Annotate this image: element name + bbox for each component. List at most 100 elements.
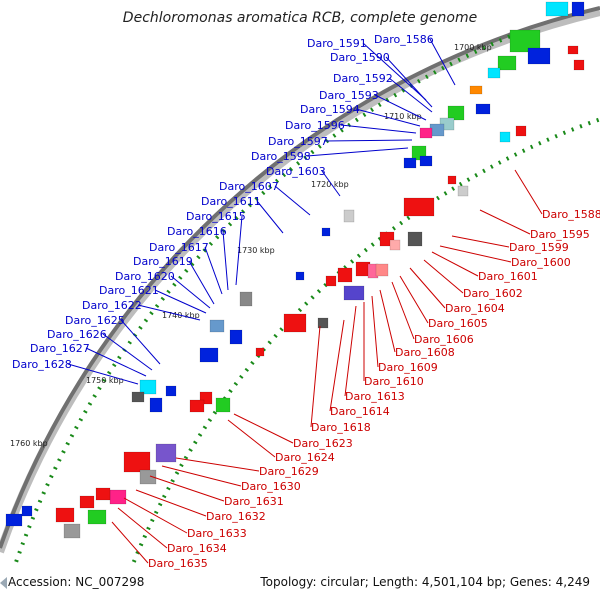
gene-label-forward[interactable]: Daro_1586 [374, 33, 434, 46]
scroll-left-icon[interactable] [0, 577, 7, 589]
tick-dot [339, 128, 344, 133]
tick-dot [207, 418, 213, 423]
gene-block [403, 157, 417, 169]
gene-label-reverse[interactable]: Daro_1604 [445, 302, 505, 315]
label-leader-line [306, 147, 409, 157]
tick-dot [41, 491, 46, 495]
tick-label: 1760 kbp [10, 439, 48, 448]
tick-dot [69, 433, 75, 438]
genome-summary-text: Topology: circular; Length: 4,501,104 bp… [260, 575, 590, 589]
tick-dot [399, 220, 404, 226]
gene-block [515, 125, 527, 137]
gene-label-reverse[interactable]: Daro_1624 [275, 451, 335, 464]
tick-dot [112, 363, 117, 368]
gene-label-reverse[interactable]: Daro_1595 [530, 228, 590, 241]
gene-block [567, 45, 579, 55]
gene-label-forward[interactable]: Daro_1598 [251, 150, 311, 163]
tick-dot [193, 440, 198, 445]
gene-label-forward[interactable]: Daro_1628 [12, 358, 72, 371]
tick-dot [162, 494, 167, 499]
gene-label-reverse[interactable]: Daro_1635 [148, 557, 208, 570]
gene-block [155, 443, 177, 463]
gene-label-reverse[interactable]: Daro_1605 [428, 317, 488, 330]
gene-label-forward[interactable]: Daro_1616 [167, 225, 227, 238]
tick-dot [149, 311, 154, 316]
gene-label-forward[interactable]: Daro_1622 [82, 299, 142, 312]
gene-label-reverse[interactable]: Daro_1602 [463, 287, 523, 300]
gene-label-forward[interactable]: Daro_1603 [266, 165, 326, 178]
gene-label-reverse[interactable]: Daro_1633 [187, 527, 247, 540]
gene-label-reverse[interactable]: Daro_1601 [478, 270, 538, 283]
tick-dot [53, 466, 58, 470]
gene-block [343, 285, 365, 301]
tick-dot [34, 508, 39, 512]
gene-label-forward[interactable]: Daro_1592 [333, 72, 393, 85]
gene-label-forward[interactable]: Daro_1596 [285, 119, 345, 132]
gene-label-forward[interactable]: Daro_1611 [201, 195, 261, 208]
gene-label-reverse[interactable]: Daro_1631 [224, 495, 284, 508]
tick-dot [562, 130, 567, 136]
label-leader-line [409, 267, 446, 309]
tick-dot [74, 425, 79, 430]
gene-label-forward[interactable]: Daro_1597 [268, 135, 328, 148]
label-leader-line [170, 275, 211, 309]
tick-dot [188, 448, 193, 452]
gene-label-reverse[interactable]: Daro_1629 [259, 465, 319, 478]
tick-dot [377, 102, 382, 108]
gene-block [283, 313, 307, 333]
gene-label-forward[interactable]: Daro_1619 [133, 255, 193, 268]
label-leader-line [310, 325, 321, 428]
gene-block [149, 397, 163, 413]
gene-block [389, 239, 401, 251]
gene-label-forward[interactable]: Daro_1607 [219, 180, 279, 193]
gene-label-reverse[interactable]: Daro_1623 [293, 437, 353, 450]
gene-block [63, 523, 81, 539]
tick-dot [363, 247, 368, 253]
tick-dot [135, 551, 140, 555]
tick-dot [196, 255, 201, 260]
tick-dot [570, 127, 575, 132]
gene-label-reverse[interactable]: Daro_1606 [414, 333, 474, 346]
gene-label-forward[interactable]: Daro_1621 [99, 284, 159, 297]
tick-dot [23, 533, 29, 537]
gene-label-reverse[interactable]: Daro_1613 [345, 390, 405, 403]
label-leader-line [362, 42, 427, 101]
tick-dot [254, 196, 259, 202]
gene-label-forward[interactable]: Daro_1594 [300, 103, 360, 116]
gene-block [295, 271, 305, 281]
gene-label-reverse[interactable]: Daro_1610 [364, 375, 424, 388]
gene-label-reverse[interactable]: Daro_1632 [206, 510, 266, 523]
gene-label-forward[interactable]: Daro_1593 [319, 89, 379, 102]
tick-dot [170, 478, 175, 483]
gene-label-forward[interactable]: Daro_1627 [30, 342, 90, 355]
label-leader-line [135, 489, 207, 517]
gene-label-forward[interactable]: Daro_1591 [307, 37, 367, 50]
tick-dot [179, 463, 184, 468]
gene-label-reverse[interactable]: Daro_1634 [167, 542, 227, 555]
gene-label-forward[interactable]: Daro_1625 [65, 314, 125, 327]
tick-dot [279, 327, 284, 332]
gene-block [457, 185, 469, 197]
tick-dot [473, 49, 478, 54]
gene-label-forward[interactable]: Daro_1590 [330, 51, 390, 64]
tick-dot [37, 499, 43, 504]
gene-label-reverse[interactable]: Daro_1618 [311, 421, 371, 434]
gene-label-reverse[interactable]: Daro_1600 [511, 256, 571, 269]
gene-label-reverse[interactable]: Daro_1609 [378, 361, 438, 374]
gene-label-forward[interactable]: Daro_1620 [115, 270, 175, 283]
gene-label-reverse[interactable]: Daro_1614 [330, 405, 390, 418]
gene-label-reverse[interactable]: Daro_1599 [509, 241, 569, 254]
tick-dot [49, 474, 54, 479]
tick-dot [227, 222, 233, 227]
tick-dot [267, 340, 272, 345]
gene-label-forward[interactable]: Daro_1626 [47, 328, 107, 341]
gene-block [321, 227, 331, 237]
gene-label-reverse[interactable]: Daro_1608 [395, 346, 455, 359]
gene-label-forward[interactable]: Daro_1615 [186, 210, 246, 223]
label-leader-line [256, 200, 284, 234]
gene-label-reverse[interactable]: Daro_1588 [542, 208, 600, 221]
gene-label-forward[interactable]: Daro_1617 [149, 241, 209, 254]
gene-label-reverse[interactable]: Daro_1630 [241, 480, 301, 493]
label-leader-line [391, 281, 415, 340]
